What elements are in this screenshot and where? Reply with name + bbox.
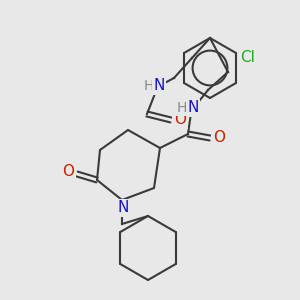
Text: N: N xyxy=(117,200,129,215)
Text: N: N xyxy=(153,79,165,94)
Text: O: O xyxy=(62,164,74,179)
Text: H: H xyxy=(144,79,154,93)
Text: O: O xyxy=(174,112,186,128)
Text: N: N xyxy=(187,100,199,116)
Text: O: O xyxy=(213,130,225,146)
Text: Cl: Cl xyxy=(241,50,255,64)
Text: H: H xyxy=(177,101,187,115)
